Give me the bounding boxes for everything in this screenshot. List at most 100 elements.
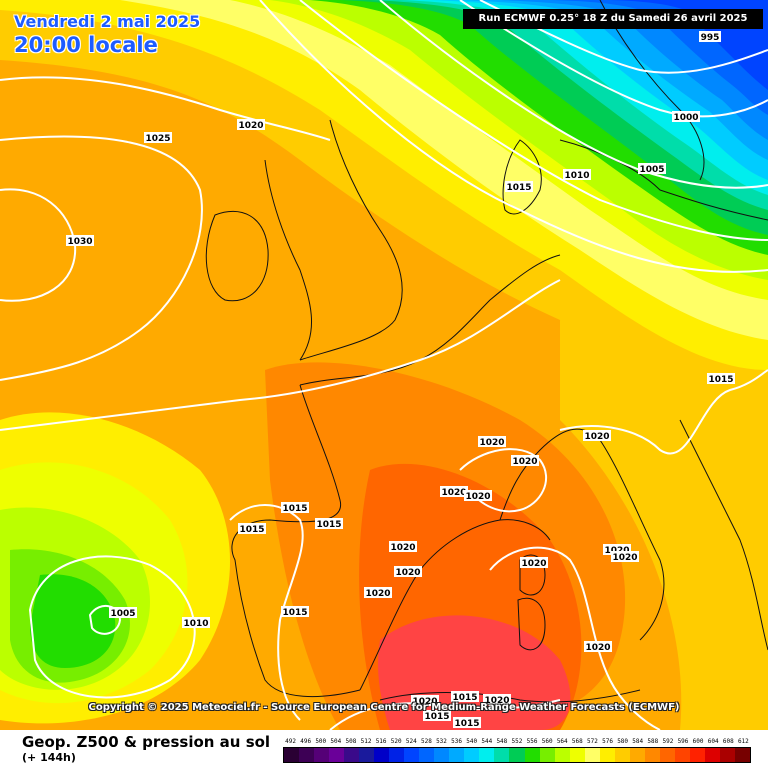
geopotential-map: 995 1000 1005 1010 1015 1020 1025 1030 1005 1010 1… xyxy=(0,0,768,730)
scale-swatch xyxy=(524,748,540,762)
scale-swatch xyxy=(509,748,525,762)
field-title: Geop. Z500 & pression au sol xyxy=(22,733,271,751)
scale-swatch xyxy=(314,748,330,762)
scale-swatch xyxy=(629,748,645,762)
isobar-label: 1020 xyxy=(521,559,546,569)
isobar-label: 1020 xyxy=(390,543,415,553)
isobar-label: 1010 xyxy=(564,171,589,181)
scale-swatch xyxy=(419,748,435,762)
scale-label: 584 xyxy=(632,738,644,745)
isobar-label: 1020 xyxy=(465,492,490,502)
isobar-label: 1020 xyxy=(479,438,504,448)
isobar-label: 1015 xyxy=(506,183,531,193)
scale-swatch xyxy=(689,748,705,762)
isobar-label: 1020 xyxy=(395,568,420,578)
isobar-label-bg xyxy=(364,587,392,598)
scale-label: 572 xyxy=(587,738,598,745)
coast-britain-east xyxy=(299,119,403,361)
isobar-label-bg xyxy=(394,566,422,577)
scale-swatch xyxy=(704,748,720,762)
isobar-label: 1015 xyxy=(452,693,477,703)
scale-swatch xyxy=(539,748,555,762)
coast-ireland xyxy=(205,210,269,302)
isobar-label: 1020 xyxy=(612,553,637,563)
coast-balkans xyxy=(679,419,768,651)
coast-denmark xyxy=(502,139,542,215)
scale-swatch xyxy=(719,748,735,762)
scale-swatch xyxy=(284,748,300,762)
isobar-label-bg xyxy=(440,486,468,497)
isobar-label-bg xyxy=(603,544,631,555)
scale-label: 524 xyxy=(405,738,417,745)
map-footer: Geop. Z500 & pression au sol (+ 144h) 49… xyxy=(0,730,768,768)
isobar-label-bg xyxy=(315,518,343,529)
scale-swatch xyxy=(494,748,510,762)
isobar-label-bg xyxy=(611,551,639,562)
coastlines xyxy=(205,0,768,703)
isobar-label: 1015 xyxy=(282,608,307,618)
isobar-label: 1020 xyxy=(412,697,437,707)
isobar-label-bg xyxy=(707,373,735,384)
scale-label: 548 xyxy=(496,738,508,745)
isobar-label-bg xyxy=(182,617,210,628)
isobar-label-bg xyxy=(281,502,309,513)
isobar-label: 1025 xyxy=(145,134,170,144)
isobar-label-bg xyxy=(563,169,591,180)
model-run-info: Run ECMWF 0.25° 18 Z du Samedi 26 avril … xyxy=(463,9,763,29)
scale-label: 504 xyxy=(330,738,342,745)
scale-swatch xyxy=(599,748,615,762)
scale-label: 576 xyxy=(602,738,613,745)
scale-label: 508 xyxy=(345,738,357,745)
isobar-label: 1030 xyxy=(67,237,92,247)
isobar-label-bg xyxy=(389,541,417,552)
coast-italy xyxy=(499,428,665,641)
isobar-label: 1015 xyxy=(316,520,341,530)
isobar-label-bg xyxy=(483,694,511,705)
isobar-label-bg xyxy=(411,695,439,706)
isobar-label: 1020 xyxy=(512,457,537,467)
scale-swatch xyxy=(614,748,630,762)
scale-label: 532 xyxy=(436,738,447,745)
isobar-labels: 995 1000 1005 1010 1015 1020 1025 1030 1005 1010 1… xyxy=(66,31,735,729)
scale-label: 540 xyxy=(466,738,478,745)
isobar-label-bg xyxy=(699,31,721,42)
isobar-label: 995 xyxy=(701,33,720,43)
isobar-label-bg xyxy=(672,111,700,122)
isobar-label-bg xyxy=(638,163,666,174)
isobar-label: 1015 xyxy=(424,712,449,722)
scale-label: 612 xyxy=(737,738,749,745)
scale-swatch xyxy=(734,748,750,762)
scale-swatch xyxy=(674,748,690,762)
scale-swatch xyxy=(449,748,465,762)
isobar-label-bg xyxy=(423,710,451,721)
isobar-label: 1020 xyxy=(584,432,609,442)
isobar-label: 1005 xyxy=(110,609,135,619)
scale-label: 536 xyxy=(451,738,462,745)
coast-britain-west xyxy=(264,159,313,361)
scale-label: 580 xyxy=(617,738,629,745)
isobar-1005 xyxy=(379,0,768,189)
scale-swatch xyxy=(569,748,585,762)
isobar-label-bg xyxy=(66,235,94,246)
isobar-1020-alps xyxy=(459,448,547,513)
isobar-1015-east xyxy=(559,369,768,455)
scale-swatch xyxy=(644,748,660,762)
scale-label: 496 xyxy=(300,738,312,745)
isobar-label-bg xyxy=(520,557,548,568)
scale-label: 600 xyxy=(692,738,704,745)
scale-swatch xyxy=(359,748,375,762)
isobar-1015-north xyxy=(259,0,768,273)
scale-label: 520 xyxy=(390,738,402,745)
scale-label: 492 xyxy=(285,738,296,745)
map-canvas: 995 1000 1005 1010 1015 1020 1025 1030 1005 1010 1… xyxy=(0,0,768,730)
scale-swatch xyxy=(374,748,390,762)
coast-baltic xyxy=(559,139,768,221)
isobar-label: 1015 xyxy=(239,525,264,535)
isobar-1020-italy xyxy=(489,546,661,730)
isobar-1010 xyxy=(299,0,768,241)
scale-swatch xyxy=(584,748,600,762)
isobar-1000 xyxy=(459,0,768,118)
color-scale-bar xyxy=(283,747,751,763)
scale-swatch xyxy=(344,748,360,762)
isobar-label-bg xyxy=(109,607,137,618)
